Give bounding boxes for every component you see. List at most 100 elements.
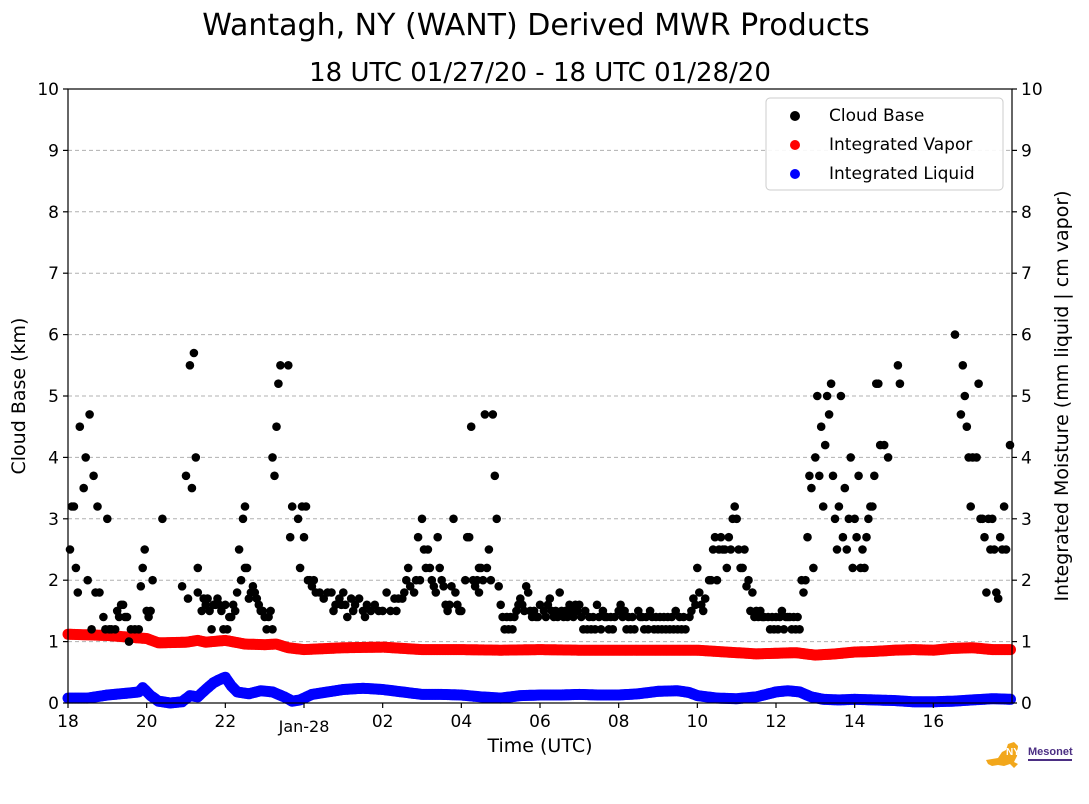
data-point xyxy=(346,594,356,603)
data-point xyxy=(79,483,88,493)
x-tick-label: 22 xyxy=(215,712,237,732)
data-point xyxy=(732,514,741,524)
data-point xyxy=(99,612,108,622)
logo-mark-mesonet: Mesonet xyxy=(1028,746,1073,758)
data-point xyxy=(950,330,960,339)
data-point xyxy=(207,625,216,634)
data-point xyxy=(691,600,700,610)
data-point xyxy=(299,532,309,542)
data-point xyxy=(339,588,348,597)
data-point xyxy=(988,514,997,524)
data-point xyxy=(748,588,757,597)
data-point xyxy=(734,545,743,554)
y-tick-label-right: 9 xyxy=(1021,141,1032,161)
data-point xyxy=(679,612,688,622)
data-point xyxy=(870,471,879,481)
data-point xyxy=(563,612,572,622)
y-tick-label-left: 3 xyxy=(48,510,59,530)
data-point xyxy=(270,471,279,481)
data-point xyxy=(520,606,529,616)
data-point xyxy=(616,600,625,610)
data-point xyxy=(995,532,1005,542)
x-tick-label: 12 xyxy=(765,712,787,732)
data-point xyxy=(693,563,702,573)
data-point xyxy=(864,514,873,524)
data-point xyxy=(124,637,134,646)
data-point xyxy=(712,575,722,585)
data-point xyxy=(293,514,303,524)
y-tick-label-left: 0 xyxy=(48,694,59,714)
logo-mark-nys: NYS xyxy=(1006,747,1027,758)
legend-cloud-base-marker xyxy=(790,111,800,121)
data-point xyxy=(464,532,474,542)
data-point xyxy=(81,453,90,462)
data-point xyxy=(815,471,824,481)
series-integrated-vapor xyxy=(62,628,1016,661)
x-tick-label: 04 xyxy=(451,712,473,732)
data-point xyxy=(362,600,372,610)
data-point xyxy=(541,612,551,622)
data-point xyxy=(494,582,504,591)
data-point xyxy=(370,600,380,610)
data-point xyxy=(447,582,456,591)
data-point xyxy=(486,575,496,585)
y-tick-label-left: 9 xyxy=(48,141,59,161)
data-point xyxy=(73,588,83,597)
series-cloud-base xyxy=(65,330,1015,646)
legend: Cloud Base Integrated Vapor Integrated L… xyxy=(765,97,1004,191)
data-point xyxy=(478,575,488,585)
data-point xyxy=(687,606,696,616)
data-point xyxy=(698,606,708,616)
y-tick-label-right: 3 xyxy=(1021,510,1032,530)
data-point xyxy=(238,514,248,524)
data-point xyxy=(193,588,203,597)
data-point xyxy=(628,612,637,622)
data-point xyxy=(177,582,187,591)
data-point xyxy=(868,502,877,511)
data-point xyxy=(118,600,128,610)
data-point xyxy=(425,563,435,573)
y-tick-label-right: 10 xyxy=(1021,80,1043,100)
data-point xyxy=(223,625,232,634)
data-point xyxy=(319,594,329,603)
x-tick-label: 08 xyxy=(608,712,630,732)
data-point xyxy=(268,453,277,462)
data-point xyxy=(392,606,401,616)
data-point xyxy=(242,563,252,573)
data-point xyxy=(110,625,120,634)
x-tick-label: Jan-28 xyxy=(278,717,330,736)
data-point xyxy=(724,532,734,542)
data-point xyxy=(236,575,246,585)
data-point xyxy=(138,563,147,573)
data-point xyxy=(610,612,619,622)
data-point xyxy=(726,545,736,554)
data-point xyxy=(777,606,787,616)
data-point xyxy=(592,600,602,610)
data-point xyxy=(439,582,448,591)
data-point xyxy=(960,391,970,401)
x-tick-label: 18 xyxy=(57,712,79,732)
x-tick-label: 10 xyxy=(687,712,709,732)
data-point xyxy=(301,502,311,511)
data-point xyxy=(262,625,271,634)
data-point xyxy=(553,612,562,622)
data-point xyxy=(836,391,846,401)
data-point xyxy=(327,588,336,597)
data-point xyxy=(457,606,466,616)
data-point xyxy=(974,379,983,389)
data-point xyxy=(630,625,639,634)
data-point xyxy=(158,514,167,524)
data-point xyxy=(266,606,275,616)
data-point xyxy=(740,545,749,554)
new-york-state-shape xyxy=(986,742,1018,768)
data-point xyxy=(580,606,590,616)
data-point xyxy=(793,612,802,622)
data-point xyxy=(799,588,808,597)
data-point xyxy=(148,575,157,585)
data-point xyxy=(807,483,816,493)
data-point xyxy=(590,625,600,634)
data-point xyxy=(879,440,889,450)
x-tick-label: 20 xyxy=(136,712,158,732)
data-point xyxy=(433,532,443,542)
data-point xyxy=(710,532,720,542)
